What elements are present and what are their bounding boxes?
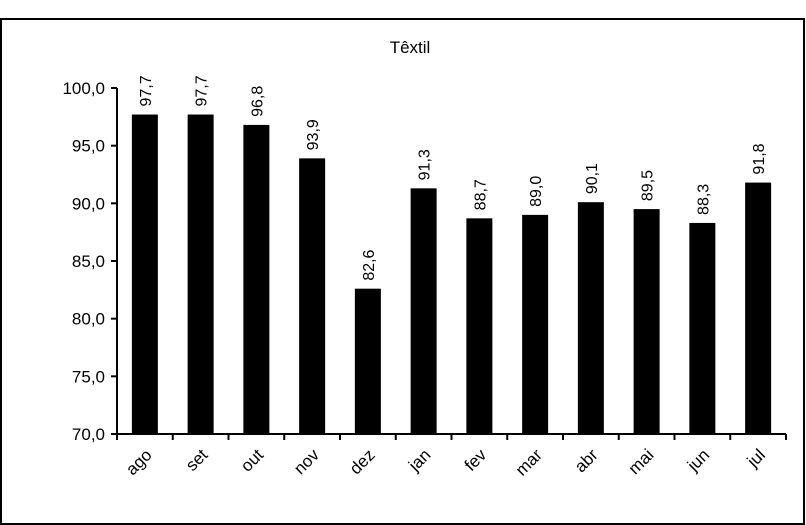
value-label: 93,9 — [305, 119, 322, 150]
value-labels: 97,7 97,7 96,8 93,9 82,6 91,3 88,7 89,0 90,1 89,5… — [138, 75, 768, 280]
x-tick-label: jan — [404, 445, 434, 475]
value-label: 91,3 — [417, 149, 434, 180]
y-tick-label: 70,0 — [72, 425, 105, 444]
y-tick-label: 75,0 — [72, 367, 105, 386]
value-label: 97,7 — [194, 75, 211, 106]
y-tick-label: 90,0 — [72, 194, 105, 213]
bar-set — [187, 114, 214, 434]
chart-border — [0, 18, 805, 525]
x-tick-label: abr — [571, 445, 602, 476]
chart-title: Têxtil — [390, 38, 431, 57]
value-label: 90,1 — [584, 163, 601, 194]
x-tick-label: dez — [346, 445, 379, 478]
x-tick-label: jun — [683, 445, 713, 475]
x-tick-label: out — [237, 445, 267, 475]
bar-dez — [354, 288, 381, 434]
axes — [111, 87, 787, 440]
x-tick-label: ago — [122, 445, 155, 478]
x-tick-label: jul — [743, 445, 769, 471]
x-tick-label: fev — [461, 445, 491, 475]
x-tick-label: nov — [290, 445, 323, 478]
bars — [131, 114, 772, 434]
value-label: 97,7 — [138, 75, 155, 106]
value-label: 88,7 — [472, 179, 489, 210]
bar-jan — [410, 188, 437, 434]
y-tick-label: 100,0 — [62, 79, 105, 98]
bar-nov — [299, 158, 326, 434]
bar-mai — [633, 209, 660, 434]
bar-ago — [131, 114, 158, 434]
value-label: 91,8 — [751, 143, 768, 174]
value-label: 89,5 — [640, 170, 657, 201]
bar-fev — [466, 218, 493, 434]
value-label: 88,3 — [695, 184, 712, 215]
bar-jul — [745, 182, 772, 434]
bar-out — [243, 124, 270, 434]
x-tick-label: set — [182, 445, 212, 475]
y-tick-label: 95,0 — [72, 137, 105, 156]
bar-mar — [522, 214, 549, 434]
x-tick-label: mar — [512, 445, 546, 479]
x-tick-labels: ago set out nov dez jan fev mar abr mai jun jul — [122, 445, 769, 479]
y-tick-labels: 70,0 75,0 80,0 85,0 90,0 95,0 100,0 — [62, 79, 105, 444]
x-tick-label: mai — [625, 445, 658, 478]
bar-jun — [689, 222, 716, 434]
value-label: 82,6 — [361, 249, 378, 280]
y-tick-label: 80,0 — [72, 310, 105, 329]
y-tick-label: 85,0 — [72, 252, 105, 271]
value-label: 96,8 — [249, 86, 266, 117]
bar-abr — [577, 202, 604, 434]
value-label: 89,0 — [528, 176, 545, 207]
